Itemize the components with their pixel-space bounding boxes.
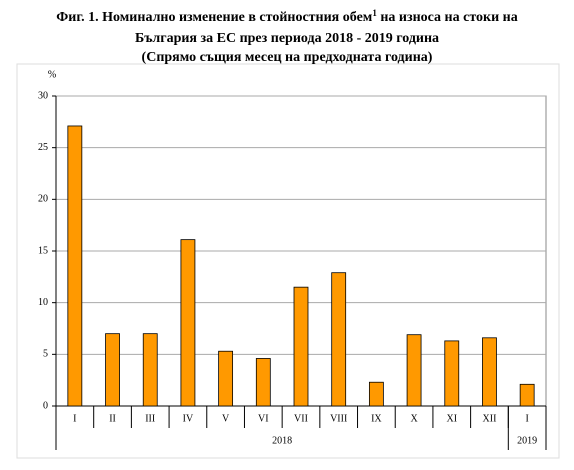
x-tick-label: II xyxy=(109,413,116,424)
chart-subtitle: (Спрямо същия месец на предходната годин… xyxy=(142,50,433,65)
chart-title: България за ЕС през периода 2018 - 2019 … xyxy=(135,31,439,46)
x-tick-label: I xyxy=(73,413,76,424)
title-part: на износа на стоки на xyxy=(377,10,518,25)
bar xyxy=(180,239,196,407)
chart-frame xyxy=(16,63,560,459)
y-tick-label: 0 xyxy=(43,400,48,411)
y-tick-label: 20 xyxy=(38,194,48,205)
bar xyxy=(293,286,309,407)
x-tick-label: XI xyxy=(446,413,457,424)
x-tick-label: III xyxy=(145,413,155,424)
x-tick-label: XII xyxy=(483,413,497,424)
x-tick-label: VI xyxy=(258,413,269,424)
bar xyxy=(67,125,83,407)
x-tick-label: V xyxy=(222,413,230,424)
title-footnote: 1 xyxy=(372,8,377,18)
y-tick-label: 15 xyxy=(38,245,48,256)
bar xyxy=(218,350,234,407)
y-tick-label: 30 xyxy=(38,90,48,101)
y-tick-label: 25 xyxy=(38,142,48,153)
x-tick-label: X xyxy=(410,413,418,424)
x-group-label: 2018 xyxy=(272,435,292,446)
bar xyxy=(105,333,120,407)
bar xyxy=(255,358,271,407)
x-tick-label: VII xyxy=(294,413,308,424)
x-tick-label: I xyxy=(525,413,528,424)
x-tick-label: IV xyxy=(183,413,194,424)
bar xyxy=(142,333,158,407)
x-tick-label: IX xyxy=(371,413,382,424)
y-tick-label: 10 xyxy=(38,297,48,308)
x-tick-label: VIII xyxy=(330,413,347,424)
bar xyxy=(444,340,460,407)
y-axis-label: % xyxy=(48,69,56,80)
x-group-label: 2019 xyxy=(517,435,537,446)
bar xyxy=(519,383,535,407)
bar xyxy=(406,334,422,407)
bar xyxy=(482,337,497,407)
title-part: Фиг. 1. Номинално изменение в стойностни… xyxy=(56,10,373,25)
bar xyxy=(368,381,384,407)
y-tick-label: 5 xyxy=(43,349,48,360)
chart-title: Фиг. 1. Номинално изменение в стойностни… xyxy=(56,8,517,25)
bar xyxy=(331,272,347,407)
